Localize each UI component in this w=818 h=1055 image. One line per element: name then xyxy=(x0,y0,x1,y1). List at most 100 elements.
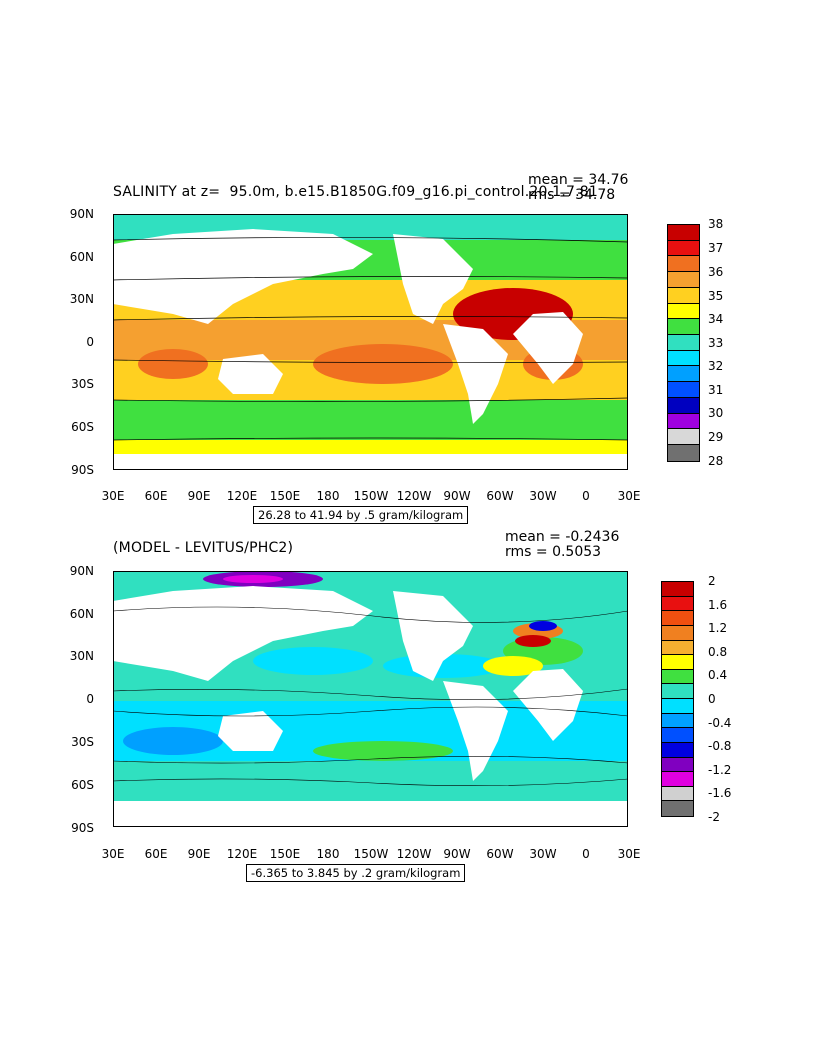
colorbar-swatch xyxy=(668,319,699,336)
lat-label: 30S xyxy=(71,377,94,391)
lon-label: 60W xyxy=(486,489,514,503)
colorbar-label: 30 xyxy=(708,406,724,420)
colorbar-label: -0.4 xyxy=(708,716,732,730)
contour-range-box: -6.365 to 3.845 by .2 gram/kilogram xyxy=(246,864,466,882)
lat-label: 0 xyxy=(86,692,94,706)
lon-label: 60E xyxy=(144,489,168,503)
lon-label: 180 xyxy=(316,847,340,861)
rms-value: rms = 0.5053 xyxy=(505,544,602,560)
panel-title: SALINITY at z= 95.0m, b.e15.B1850G.f09_g… xyxy=(113,184,599,200)
lat-label: 30N xyxy=(69,649,94,663)
colorbar-swatch xyxy=(662,611,693,626)
colorbar-swatch xyxy=(668,256,699,273)
lon-label: 30E xyxy=(617,489,641,503)
colorbar-swatch xyxy=(668,382,699,398)
lat-label: 90S xyxy=(71,463,94,477)
colorbar-label: 31 xyxy=(708,383,724,397)
lon-label: 30W xyxy=(529,489,557,503)
colorbar-swatch xyxy=(668,303,699,320)
colorbar-label: -2 xyxy=(708,810,720,824)
colorbar-swatch xyxy=(662,582,693,597)
lon-label: 120E xyxy=(226,847,258,861)
colorbar-swatch xyxy=(668,413,699,430)
lon-label: 0 xyxy=(582,847,590,861)
colorbar-swatch xyxy=(668,225,699,241)
lon-label: 30E xyxy=(101,489,125,503)
lat-label: 90N xyxy=(69,207,94,221)
colorbar-label: -1.2 xyxy=(708,763,732,777)
salinity-map xyxy=(113,214,628,470)
colorbar-swatch xyxy=(662,713,693,729)
colorbar-swatch xyxy=(662,772,693,787)
colorbar-swatch xyxy=(662,640,693,656)
lon-label: 30E xyxy=(617,847,641,861)
lat-label: 0 xyxy=(86,335,94,349)
mean-value: mean = -0.2436 xyxy=(505,529,620,545)
lon-label: 0 xyxy=(582,489,590,503)
contour-range-box: 26.28 to 41.94 by .5 gram/kilogram xyxy=(253,506,469,524)
colorbar-label: -1.6 xyxy=(708,786,732,800)
lon-label: 180 xyxy=(316,489,340,503)
colorbar-label: 0.8 xyxy=(708,645,728,659)
colorbar-label: 33 xyxy=(708,336,724,350)
lat-label: 30N xyxy=(69,292,94,306)
lat-label: 30S xyxy=(71,735,94,749)
colorbar-swatch xyxy=(668,397,699,414)
lon-label: 30W xyxy=(529,847,557,861)
colorbar-swatch xyxy=(662,728,693,743)
colorbar-swatch xyxy=(662,684,693,699)
lon-label: 120E xyxy=(226,489,258,503)
colorbar-swatch xyxy=(662,699,693,714)
colorbar xyxy=(661,581,694,817)
lon-label: 90E xyxy=(187,847,211,861)
lat-label: 60S xyxy=(71,420,94,434)
colorbar-swatch xyxy=(668,445,699,461)
colorbar-swatch xyxy=(668,429,699,446)
colorbar-label: 1.6 xyxy=(708,598,728,612)
colorbar-swatch xyxy=(668,287,699,304)
colorbar-swatch xyxy=(662,669,693,685)
lat-label: 60N xyxy=(69,607,94,621)
colorbar-swatch xyxy=(668,366,699,383)
lon-label: 150E xyxy=(269,489,301,503)
colorbar-label: 32 xyxy=(708,359,724,373)
rms-value: rms = 34.78 xyxy=(528,187,616,203)
colorbar-label: 36 xyxy=(708,265,724,279)
colorbar-swatch xyxy=(668,240,699,257)
colorbar-label: 34 xyxy=(708,312,724,326)
colorbar-label: -0.8 xyxy=(708,739,732,753)
colorbar-swatch xyxy=(662,742,693,758)
panel-title: (MODEL - LEVITUS/PHC2) xyxy=(113,540,294,556)
colorbar-label: 37 xyxy=(708,241,724,255)
lon-label: 90E xyxy=(187,489,211,503)
colorbar-swatch xyxy=(662,757,693,773)
mean-value: mean = 34.76 xyxy=(528,172,629,188)
lon-label: 90W xyxy=(443,847,471,861)
lat-label: 90S xyxy=(71,821,94,835)
colorbar-swatch xyxy=(662,786,693,802)
colorbar-label: 1.2 xyxy=(708,621,728,635)
lon-label: 90W xyxy=(443,489,471,503)
colorbar-label: 2 xyxy=(708,574,716,588)
lon-label: 150W xyxy=(353,489,389,503)
lon-label: 30E xyxy=(101,847,125,861)
colorbar-label: 0 xyxy=(708,692,716,706)
difference-map xyxy=(113,571,628,827)
colorbar-swatch xyxy=(668,350,699,367)
lon-label: 150E xyxy=(269,847,301,861)
lon-label: 60E xyxy=(144,847,168,861)
colorbar-label: 35 xyxy=(708,289,724,303)
lat-label: 90N xyxy=(69,564,94,578)
colorbar-swatch xyxy=(668,335,699,351)
colorbar-label: 38 xyxy=(708,217,724,231)
colorbar xyxy=(667,224,700,462)
colorbar-swatch xyxy=(662,625,693,641)
lat-label: 60N xyxy=(69,250,94,264)
lon-label: 120W xyxy=(396,847,432,861)
colorbar-swatch xyxy=(662,596,693,612)
lon-label: 120W xyxy=(396,489,432,503)
colorbar-swatch xyxy=(668,272,699,288)
lon-label: 150W xyxy=(353,847,389,861)
colorbar-label: 28 xyxy=(708,454,724,468)
colorbar-label: 0.4 xyxy=(708,668,728,682)
